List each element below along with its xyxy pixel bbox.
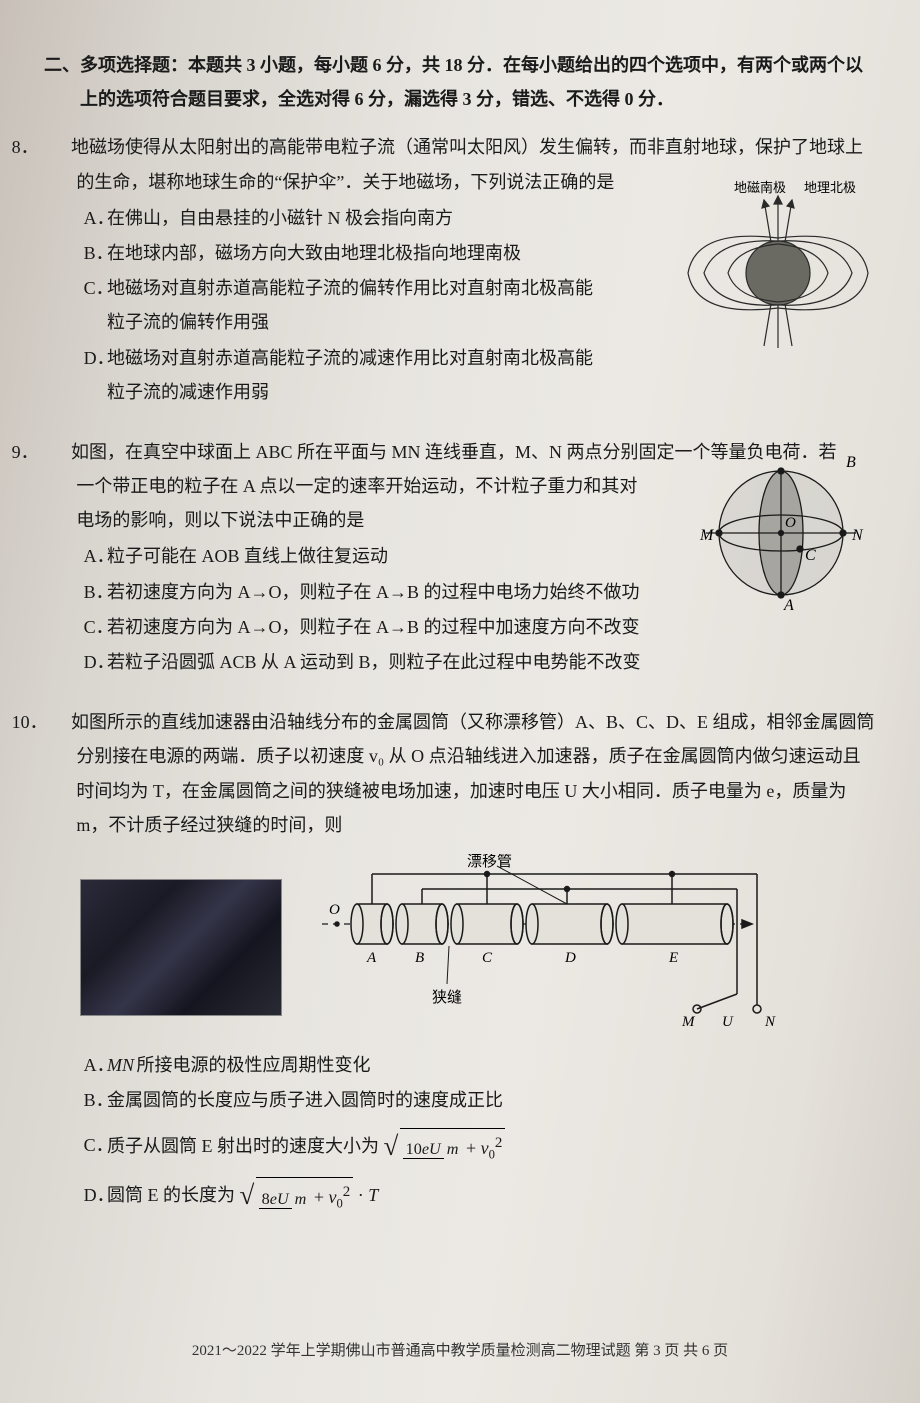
fig9-N: N	[851, 527, 864, 544]
section-heading: 二、多项选择题：本题共 3 小题，每小题 6 分，共 18 分．在每小题给出的四…	[44, 48, 876, 116]
q8-figure: 地磁南极 地理北极	[686, 178, 871, 353]
q8-num: 8．	[44, 130, 71, 164]
question-8: 地磁南极 地理北极	[44, 130, 876, 409]
q10-opt-B: B．金属圆筒的长度应与质子进入圆筒时的速度成正比	[84, 1083, 876, 1117]
svg-text:U: U	[722, 1014, 734, 1029]
exam-page: 二、多项选择题：本题共 3 小题，每小题 6 分，共 18 分．在每小题给出的四…	[0, 0, 920, 1403]
question-10: 10．如图所示的直线加速器由沿轴线分布的金属圆筒（又称漂移管）A、B、C、D、E…	[44, 705, 876, 1216]
fig8-label-south: 地磁南极	[734, 180, 786, 195]
q10-opt-C: C．质子从圆筒 E 射出时的速度大小为 10eUm + v02	[84, 1128, 876, 1168]
q9-figure: B A M N C O	[686, 445, 871, 620]
page-footer: 2021～2022 学年上学期佛山市普通高中教学质量检测高二物理试题 第 3 页…	[0, 1337, 920, 1366]
q10-figures: O A B C D E 漂移管 狭缝 M U N	[44, 854, 876, 1040]
q9-opt-D: D．若粒子沿圆弧 ACB 从 A 运动到 B，则粒子在此过程中电势能不改变	[84, 645, 876, 679]
q10-diagram: O A B C D E 漂移管 狭缝 M U N	[317, 854, 787, 1040]
svg-text:C: C	[482, 950, 493, 966]
fig9-C: C	[805, 547, 816, 564]
svg-text:漂移管: 漂移管	[467, 854, 512, 870]
fig9-A: A	[783, 597, 794, 614]
q9-num: 9．	[44, 435, 71, 469]
question-9: B A M N C O 9．如图，在真空中球面上 ABC 所在平面与 MN 连线…	[44, 435, 876, 679]
q10-num: 10．	[44, 705, 71, 739]
q10-stem: 10．如图所示的直线加速器由沿轴线分布的金属圆筒（又称漂移管）A、B、C、D、E…	[44, 705, 876, 842]
svg-text:O: O	[329, 902, 340, 918]
svg-text:B: B	[415, 950, 424, 966]
fig9-M: M	[699, 527, 715, 544]
fig9-B: B	[846, 454, 856, 471]
q10-opt-A: A．MN 所接电源的极性应周期性变化	[84, 1048, 876, 1082]
fig8-label-north: 地理北极	[804, 180, 856, 195]
q10-opt-D: D．圆筒 E 的长度为 8eUm + v02 · T	[84, 1177, 876, 1217]
svg-text:M: M	[681, 1014, 696, 1029]
q10-options: A．MN 所接电源的极性应周期性变化 B．金属圆筒的长度应与质子进入圆筒时的速度…	[44, 1048, 876, 1216]
q10-photo	[80, 879, 282, 1016]
svg-text:N: N	[764, 1014, 776, 1029]
q10-stem-text: 如图所示的直线加速器由沿轴线分布的金属圆筒（又称漂移管）A、B、C、D、E 组成…	[71, 712, 875, 835]
svg-text:D: D	[564, 950, 576, 966]
svg-text:E: E	[668, 950, 678, 966]
fig9-O: O	[785, 515, 796, 531]
svg-text:狭缝: 狭缝	[432, 989, 462, 1006]
svg-text:A: A	[366, 950, 377, 966]
